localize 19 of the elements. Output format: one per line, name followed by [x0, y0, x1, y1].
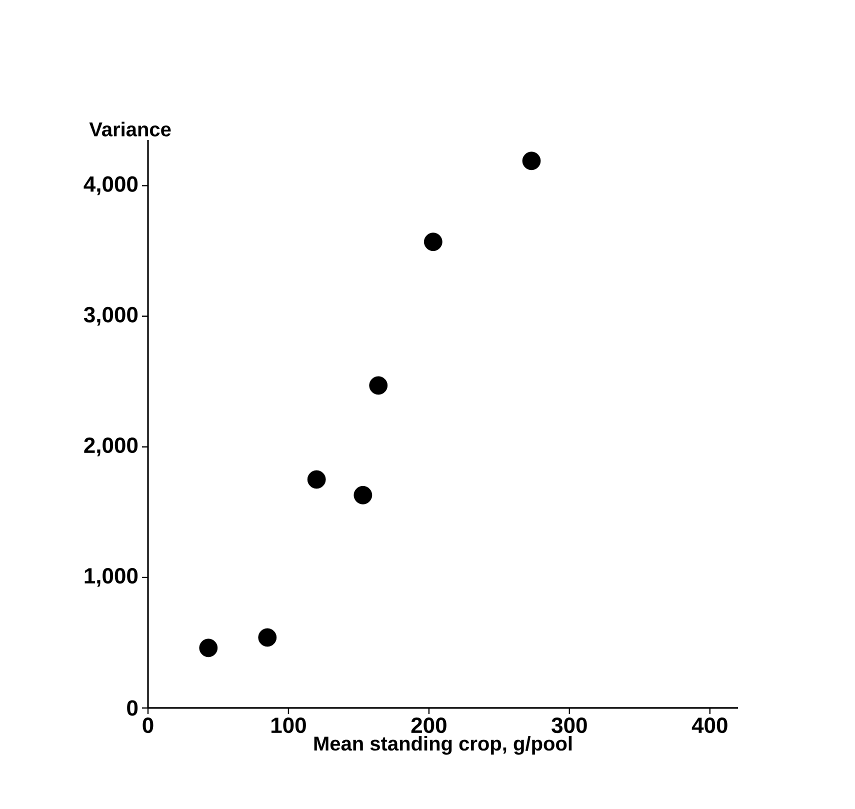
- point: [354, 486, 372, 504]
- y-tick-label: 2,000: [84, 437, 138, 456]
- x-tick-label: 300: [552, 718, 587, 734]
- point: [258, 628, 277, 647]
- point: [307, 470, 326, 489]
- x-axis-title: Mean standing crop, g/pool: [314, 736, 572, 755]
- y-axis-title: Variance: [89, 122, 171, 136]
- x-tick-label: 0: [142, 718, 154, 734]
- y-tick-label: 4,000: [84, 176, 138, 196]
- point: [369, 376, 388, 395]
- x-tick-label: 400: [692, 718, 728, 734]
- point: [199, 638, 218, 658]
- point: [522, 152, 541, 170]
- point: [424, 232, 442, 252]
- y-tick-label: 1,000: [84, 568, 138, 587]
- x-tick-label: 200: [411, 718, 446, 734]
- y-tick-label: 3,000: [84, 306, 138, 326]
- x-tick-label: 100: [272, 718, 306, 734]
- y-tick-label: 0: [127, 700, 138, 716]
